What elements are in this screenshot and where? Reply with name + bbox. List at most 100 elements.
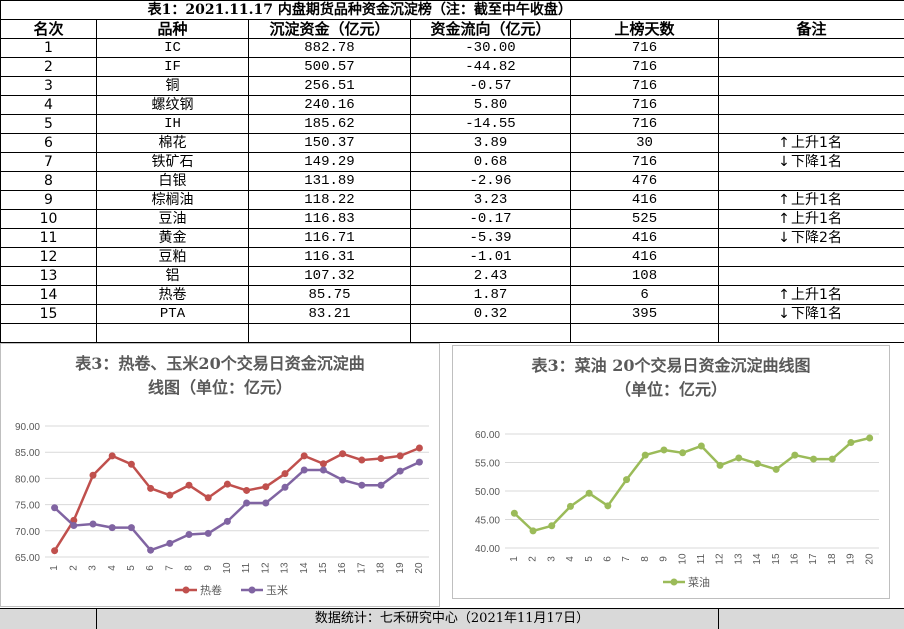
x-tick-label: 6 bbox=[602, 556, 613, 562]
cell-rank: 5 bbox=[1, 115, 97, 134]
header-note: 备注 bbox=[719, 20, 904, 39]
note-text: 下降1名 bbox=[791, 154, 842, 170]
cell-name: 黄金 bbox=[97, 229, 249, 248]
empty-row bbox=[1, 324, 904, 343]
x-tick-label: 8 bbox=[640, 556, 651, 562]
cell-capital: 131.89 bbox=[249, 172, 411, 191]
footer-source: 数据统计：七禾研究中心（2021年11月17日） bbox=[0, 609, 904, 629]
data-point bbox=[773, 466, 780, 473]
cell-capital: 150.37 bbox=[249, 134, 411, 153]
data-point bbox=[623, 476, 630, 483]
x-tick-label: 12 bbox=[260, 562, 271, 574]
x-tick-label: 18 bbox=[827, 553, 838, 565]
cell-note bbox=[719, 39, 904, 58]
data-point bbox=[378, 455, 385, 462]
cell-flow: -14.55 bbox=[411, 115, 571, 134]
cell-flow: -0.17 bbox=[411, 210, 571, 229]
x-tick-label: 1 bbox=[509, 556, 520, 562]
cell-flow: -5.39 bbox=[411, 229, 571, 248]
cell-days: 716 bbox=[571, 115, 719, 134]
cell-name: 白银 bbox=[97, 172, 249, 191]
data-point bbox=[262, 483, 269, 490]
cell-name: 棕榈油 bbox=[97, 191, 249, 210]
x-tick-label: 7 bbox=[164, 565, 175, 571]
cell-capital: 116.31 bbox=[249, 248, 411, 267]
x-tick-label: 4 bbox=[107, 565, 118, 571]
cell-rank: 11 bbox=[1, 229, 97, 248]
note-text: 上升1名 bbox=[791, 135, 842, 151]
data-point bbox=[511, 510, 518, 517]
data-point bbox=[109, 524, 116, 531]
y-tick-label: 90.00 bbox=[15, 422, 40, 433]
data-point bbox=[339, 450, 346, 457]
arrow-down-icon: ↓ bbox=[777, 305, 791, 323]
data-point bbox=[128, 461, 135, 468]
data-point bbox=[791, 452, 798, 459]
data-point bbox=[679, 449, 686, 456]
cell-note bbox=[719, 172, 904, 191]
data-point bbox=[604, 502, 611, 509]
cell-note bbox=[719, 248, 904, 267]
arrow-down-icon: ↓ bbox=[777, 153, 791, 171]
cell-capital: 882.78 bbox=[249, 39, 411, 58]
cell-name: 铜 bbox=[97, 77, 249, 96]
data-point bbox=[166, 540, 173, 547]
cell-flow: 3.89 bbox=[411, 134, 571, 153]
cell-note bbox=[719, 96, 904, 115]
x-tick-label: 15 bbox=[318, 562, 329, 574]
x-tick-label: 5 bbox=[584, 556, 595, 562]
cell-name: 豆油 bbox=[97, 210, 249, 229]
data-point bbox=[397, 452, 404, 459]
arrow-down-icon: ↓ bbox=[777, 229, 791, 247]
x-tick-label: 3 bbox=[88, 565, 99, 571]
data-point bbox=[128, 524, 135, 531]
cell-flow: -0.57 bbox=[411, 77, 571, 96]
arrow-up-icon: ↑ bbox=[777, 286, 791, 304]
cell-note: ↑上升1名 bbox=[719, 191, 904, 210]
x-tick-label: 14 bbox=[299, 562, 310, 574]
data-point bbox=[243, 500, 250, 507]
data-point bbox=[224, 518, 231, 525]
cell-rank: 4 bbox=[1, 96, 97, 115]
y-tick-label: 70.00 bbox=[15, 527, 40, 538]
legend-label: 玉米 bbox=[266, 584, 288, 597]
x-tick-label: 1 bbox=[49, 565, 60, 571]
header-flow: 资金流向（亿元） bbox=[411, 20, 571, 39]
series-line-1 bbox=[514, 438, 869, 531]
data-point bbox=[166, 492, 173, 499]
data-point bbox=[301, 467, 308, 474]
y-tick-label: 80.00 bbox=[15, 474, 40, 485]
x-tick-label: 19 bbox=[846, 553, 857, 565]
x-tick-label: 17 bbox=[808, 553, 819, 565]
x-tick-label: 11 bbox=[241, 562, 252, 573]
y-tick-label: 85.00 bbox=[15, 448, 40, 459]
y-tick-label: 75.00 bbox=[15, 501, 40, 512]
cell-capital: 85.75 bbox=[249, 286, 411, 305]
cell-rank: 10 bbox=[1, 210, 97, 229]
x-tick-label: 3 bbox=[546, 556, 557, 562]
x-tick-label: 2 bbox=[68, 565, 79, 571]
cell-capital: 118.22 bbox=[249, 191, 411, 210]
data-point bbox=[416, 459, 423, 466]
cell-name: 棉花 bbox=[97, 134, 249, 153]
cell-note: ↑上升1名 bbox=[719, 210, 904, 229]
cell-days: 716 bbox=[571, 96, 719, 115]
y-tick-label: 45.00 bbox=[475, 516, 500, 527]
note-text: 下降2名 bbox=[791, 230, 842, 246]
data-point bbox=[262, 500, 269, 507]
cell-rank: 15 bbox=[1, 305, 97, 324]
data-point bbox=[829, 456, 836, 463]
note-text: 上升1名 bbox=[791, 287, 842, 303]
x-tick-label: 10 bbox=[222, 562, 233, 574]
cell-note: ↓下降1名 bbox=[719, 305, 904, 324]
cell-capital: 116.71 bbox=[249, 229, 411, 248]
